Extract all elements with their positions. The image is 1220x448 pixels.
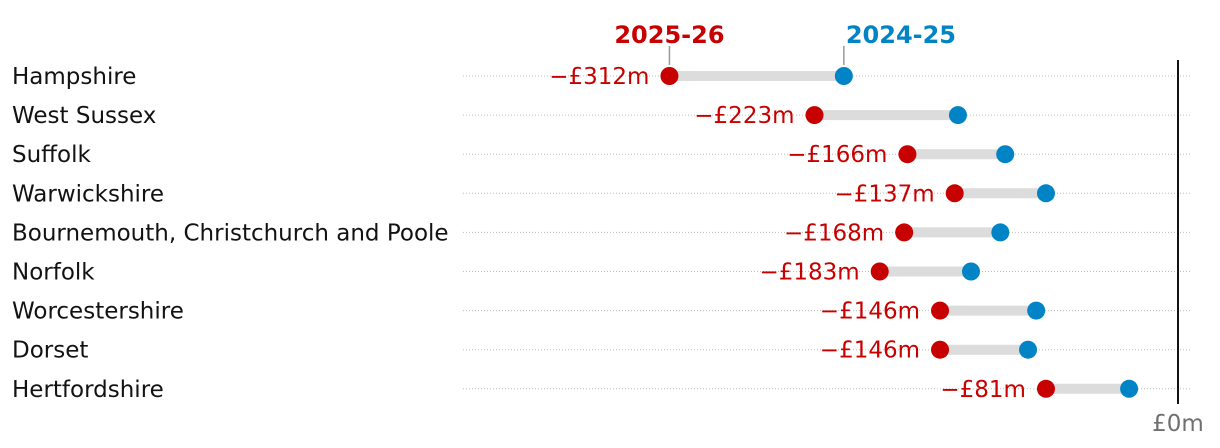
chart-rows: Hampshire −£312m West Sussex −£223m Suffolk −… [12,64,1190,403]
dot-2025-26 [1036,379,1055,398]
dot-2024-25 [961,262,980,281]
value-label: −£183m [759,260,859,286]
chart-row: Dorset −£146m [12,338,1190,364]
value-label: −£223m [694,103,794,129]
dot-2025-26 [931,301,950,320]
chart-row: Hampshire −£312m [12,64,1190,90]
value-label: −£168m [784,220,884,246]
dot-2025-26 [931,340,950,359]
dot-2024-25 [1019,340,1038,359]
legend-label-2025-26: 2025-26 [614,21,724,49]
category-label: Dorset [12,338,88,364]
dot-2025-26 [870,262,889,281]
value-label: −£146m [820,299,920,325]
category-label: Norfolk [12,260,95,286]
chart-row: Bournemouth, Christchurch and Poole −£168… [12,220,1190,246]
legend: 2025-26 2024-25 [614,21,956,65]
value-label: −£137m [834,181,934,207]
dot-2024-25 [948,106,967,125]
value-label: −£81m [940,377,1026,403]
dot-2025-26 [805,106,824,125]
category-label: Bournemouth, Christchurch and Poole [12,220,449,246]
chart-row: West Sussex −£223m [12,103,1190,129]
chart-row: Norfolk −£183m [12,260,1190,286]
chart-row: Warwickshire −£137m [12,181,1190,207]
category-label: Worcestershire [12,299,184,325]
legend-label-2024-25: 2024-25 [846,21,956,49]
value-label: −£312m [549,64,649,90]
category-label: West Sussex [12,103,156,129]
value-label: −£146m [820,338,920,364]
dot-2024-25 [996,145,1015,164]
dot-2024-25 [991,223,1010,242]
dot-2025-26 [945,184,964,203]
dot-2025-26 [895,223,914,242]
dot-2024-25 [834,67,853,85]
dot-2024-25 [1036,184,1055,203]
category-label: Suffolk [12,142,91,168]
chart-row: Worcestershire −£146m [12,299,1190,325]
category-label: Hertfordshire [12,377,164,403]
category-label: Warwickshire [12,181,164,207]
zero-axis-label: £0m [1152,411,1204,437]
chart-row: Suffolk −£166m [12,142,1190,168]
dot-2024-25 [1120,379,1139,398]
dot-2025-26 [898,145,917,164]
value-label: −£166m [787,142,887,168]
chart-row: Hertfordshire −£81m [12,377,1190,403]
dot-2025-26 [660,67,679,85]
category-label: Hampshire [12,64,136,90]
dot-2024-25 [1027,301,1046,320]
